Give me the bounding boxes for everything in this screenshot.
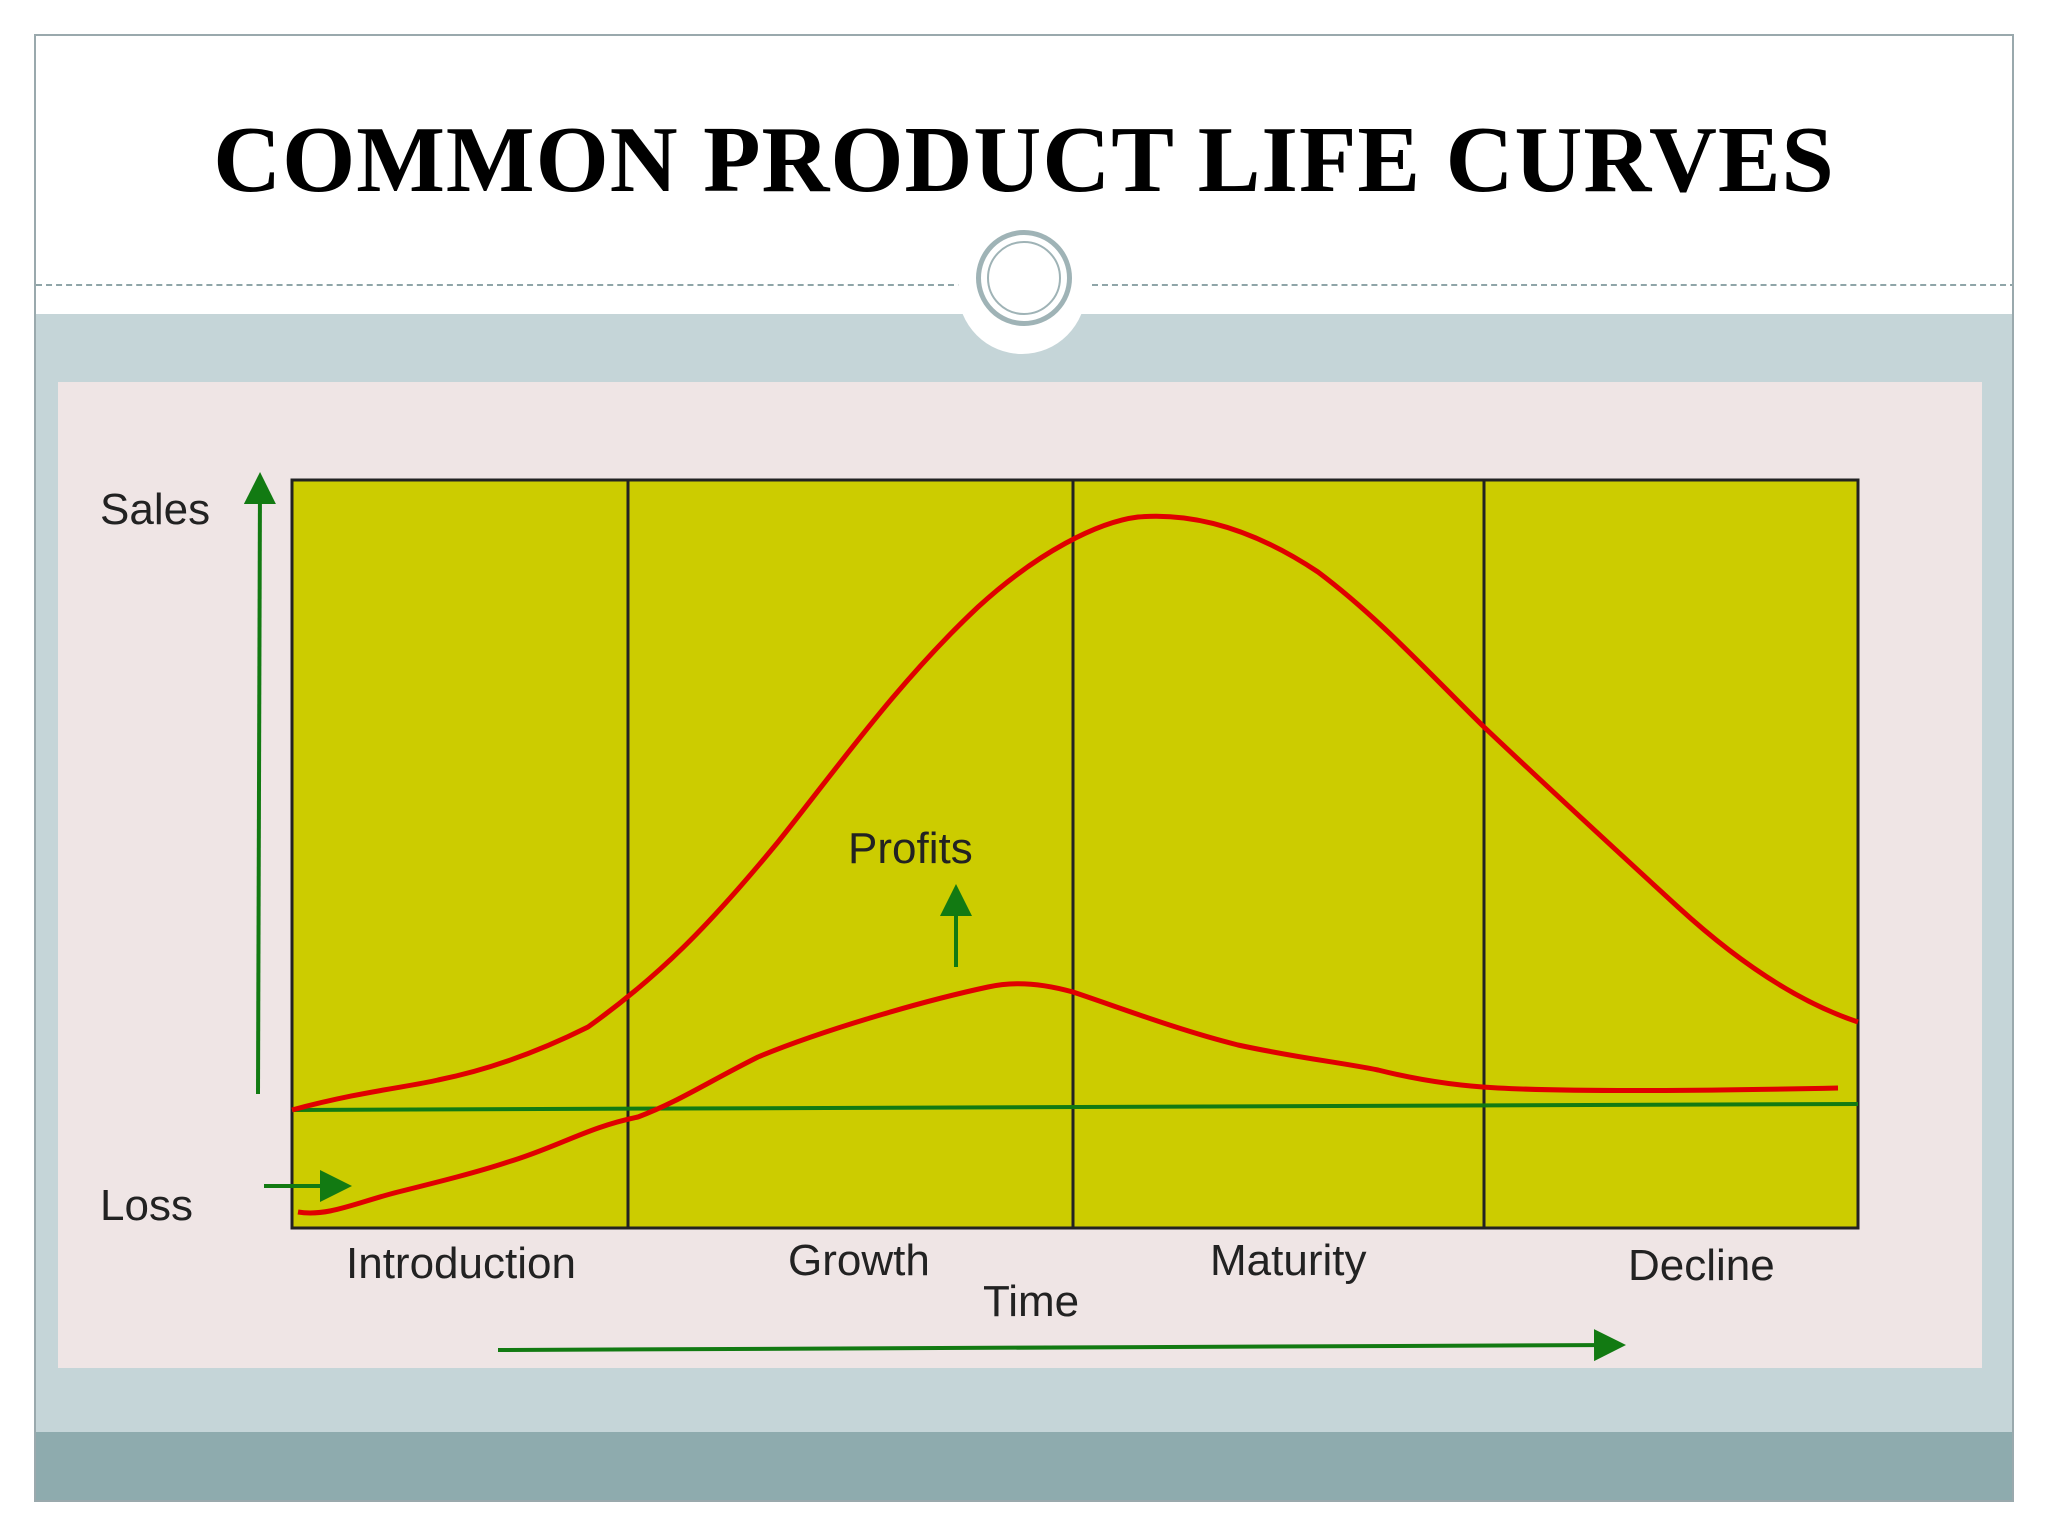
time-label: Time	[983, 1277, 1079, 1326]
diagram-panel: Sales Loss Profits Introduction Growth M…	[58, 382, 1982, 1368]
stage-label-maturity: Maturity	[1210, 1236, 1366, 1285]
profits-label: Profits	[848, 824, 973, 873]
divider-ring-inner	[987, 241, 1061, 315]
footer-band	[36, 1432, 2012, 1500]
breakeven-line	[291, 1102, 1859, 1112]
divider-ring-ornament	[976, 230, 1072, 326]
slide-title: COMMON PRODUCT LIFE CURVES	[213, 108, 1835, 212]
loss-label: Loss	[100, 1181, 193, 1230]
time-axis-arrow	[497, 1329, 1626, 1362]
stage-label-growth: Growth	[788, 1236, 930, 1285]
title-divider-right	[1092, 284, 2012, 286]
sales-label: Sales	[100, 485, 210, 534]
stage-label-decline: Decline	[1628, 1241, 1775, 1290]
profits-curve	[297, 981, 1839, 1216]
product-life-cycle-diagram: Sales Loss Profits Introduction Growth M…	[100, 472, 1860, 1362]
sales-curve	[291, 513, 1859, 1113]
stage-label-introduction: Introduction	[346, 1239, 576, 1288]
slide: COMMON PRODUCT LIFE CURVES	[34, 34, 2014, 1502]
sales-axis-arrow	[243, 472, 276, 1095]
title-divider-left	[36, 284, 964, 286]
